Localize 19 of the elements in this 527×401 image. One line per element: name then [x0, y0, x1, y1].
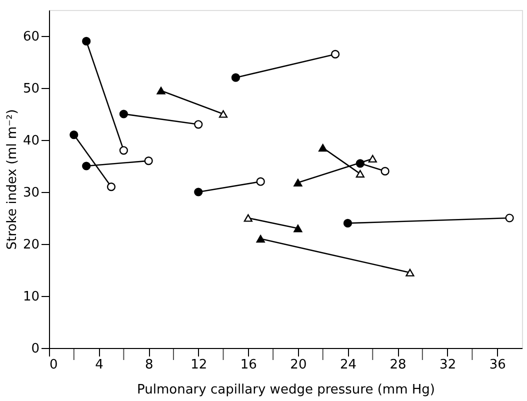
- y-tick-label: 30: [22, 186, 40, 200]
- x-tick-label: 0: [50, 358, 58, 372]
- x-tick-label: 16: [240, 358, 257, 372]
- y-tick-label: 0: [31, 342, 40, 356]
- x-tick-label: 4: [95, 358, 104, 372]
- y-axis-title: Stroke index (ml m⁻²): [4, 109, 20, 250]
- x-tick-label: 20: [290, 358, 307, 372]
- x-tick-label: 12: [190, 358, 208, 372]
- y-tick-label: 20: [22, 238, 40, 252]
- x-tick-label: 36: [489, 358, 506, 372]
- y-tick-label: 10: [22, 290, 40, 304]
- x-axis-title: Pulmonary capillary wedge pressure (mm Hg): [137, 382, 435, 398]
- x-tick-label: 8: [144, 358, 154, 372]
- y-tick-label: 50: [22, 82, 40, 96]
- x-tick-label: 28: [390, 358, 406, 372]
- x-tick-label: 32: [440, 358, 456, 372]
- x-tick-label: 24: [340, 358, 357, 372]
- y-tick-label: 60: [22, 30, 40, 44]
- y-tick-label: 40: [22, 134, 40, 148]
